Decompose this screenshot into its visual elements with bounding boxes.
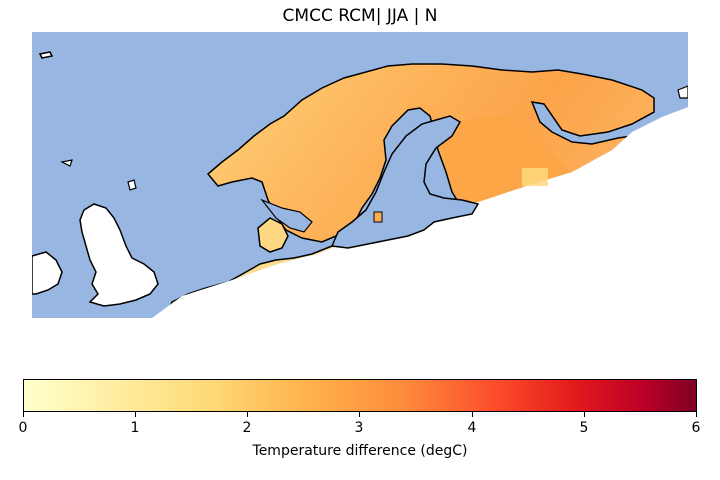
- colorbar-tick-label: 3: [354, 420, 364, 436]
- island-svalbard-edge: [677, 85, 688, 99]
- colorbar-tick-label: 1: [130, 420, 140, 436]
- colorbar-tick-label: 6: [691, 420, 701, 436]
- colorbar-tick-label: 0: [18, 420, 28, 436]
- map-title: CMCC RCM| JJA | N: [282, 6, 438, 26]
- colorbar-tick-label: 4: [467, 420, 477, 436]
- colorbar-tick: [696, 412, 697, 417]
- colorbar-tick-label: 2: [242, 420, 252, 436]
- baltic-sea: [330, 115, 480, 249]
- island-gotland: [373, 211, 383, 223]
- colorbar-tick: [247, 412, 248, 417]
- temperature-map: [32, 32, 688, 318]
- island-faroe: [38, 51, 54, 59]
- colorbar-tick-label: 5: [579, 420, 589, 436]
- skagerrak: [260, 198, 313, 233]
- island-orkney: [60, 159, 73, 167]
- ireland: [32, 251, 63, 295]
- colorbar: [23, 379, 697, 412]
- colorbar-tick: [23, 412, 24, 417]
- light-patch: [522, 168, 548, 186]
- colorbar-tick: [135, 412, 136, 417]
- colorbar-tick: [359, 412, 360, 417]
- colorbar-label: Temperature difference (degC): [252, 443, 468, 459]
- colorbar-tick: [584, 412, 585, 417]
- colorbar-tick: [472, 412, 473, 417]
- island-shetland: [127, 179, 137, 191]
- british-isles: [79, 203, 159, 307]
- denmark-land: [257, 217, 289, 253]
- outside-domain-area: [152, 107, 688, 318]
